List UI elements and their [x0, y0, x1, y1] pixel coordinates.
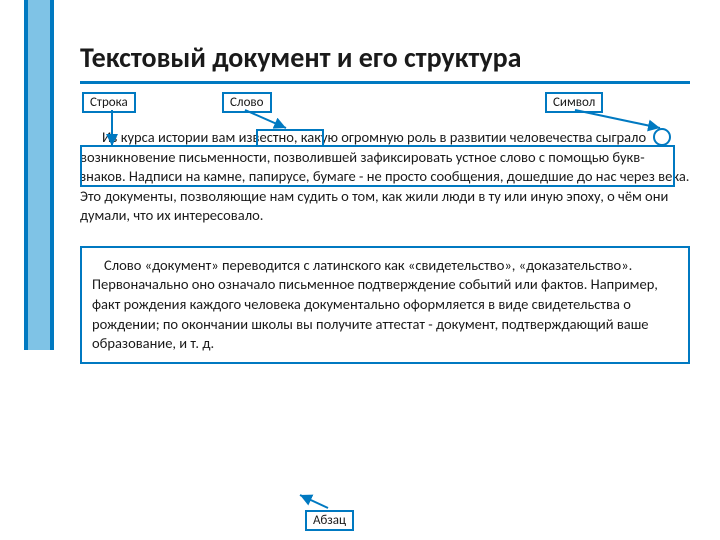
body-content: Из курса истории вам известно, какую огр… [80, 88, 690, 364]
page-title: Текстовый документ и его структура [80, 40, 690, 84]
slide-sidebar-inner [28, 0, 50, 350]
paragraph-2: Слово «документ» переводится с латинског… [92, 256, 678, 354]
paragraph-2-box: Слово «документ» переводится с латинског… [80, 246, 690, 364]
paragraph-1: Из курса истории вам известно, какую огр… [80, 128, 690, 226]
label-abzac: Абзац [305, 510, 354, 531]
